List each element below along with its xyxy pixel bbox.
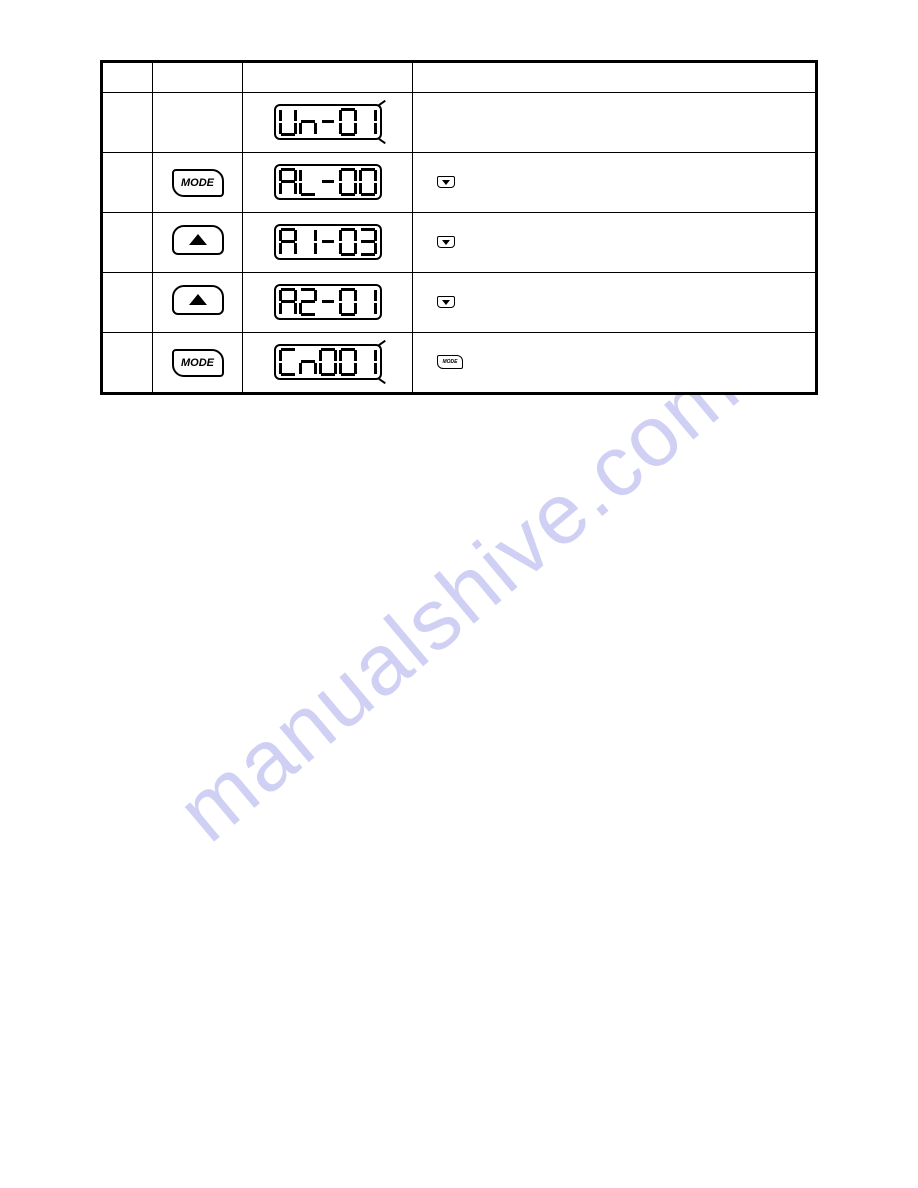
seg-0 (359, 168, 377, 196)
seg-n (299, 348, 317, 376)
key-cell (153, 93, 243, 153)
header-cell (413, 63, 816, 93)
arrow-down-icon (437, 296, 455, 308)
seg-1 (359, 108, 377, 136)
table-row: MODE (103, 153, 816, 213)
desc-cell (413, 273, 816, 333)
lcd-cell (243, 333, 413, 393)
header-cell (243, 63, 413, 93)
lcd-cell (243, 153, 413, 213)
seg-0 (319, 348, 337, 376)
lcd-display (274, 104, 382, 140)
seg-0 (339, 348, 357, 376)
seg-A (279, 228, 297, 256)
seg-dash (319, 168, 337, 196)
lcd-display (274, 164, 382, 200)
seg-3 (359, 228, 377, 256)
seg-dash (319, 108, 337, 136)
step-cell (103, 333, 153, 393)
seg-dash (319, 288, 337, 316)
table-row (103, 273, 816, 333)
seg-0 (339, 228, 357, 256)
step-cell (103, 273, 153, 333)
mode-icon-small: MODE (437, 355, 463, 369)
seg-0 (339, 168, 357, 196)
key-cell (153, 213, 243, 273)
key-cell: MODE (153, 333, 243, 393)
seg-C (279, 348, 297, 376)
arrow-down-icon (437, 236, 455, 248)
watermark-text: manualshive.com (159, 336, 758, 861)
table-row (103, 93, 816, 153)
lcd-cell (243, 93, 413, 153)
manual-table: MODE (100, 60, 818, 395)
seg-dash (319, 228, 337, 256)
lcd-display (274, 284, 382, 320)
key-cell (153, 273, 243, 333)
lcd-cell (243, 273, 413, 333)
lcd-display (274, 344, 382, 380)
desc-cell (413, 93, 816, 153)
seg-0 (339, 108, 357, 136)
desc-cell: MODE (413, 333, 816, 393)
mode-button-icon: MODE (172, 349, 224, 377)
arrow-up-button-icon (172, 225, 224, 255)
step-cell (103, 153, 153, 213)
seg-1 (359, 348, 377, 376)
seg-L (299, 168, 317, 196)
seg-0 (339, 288, 357, 316)
lcd-cell (243, 213, 413, 273)
desc-cell (413, 153, 816, 213)
step-cell (103, 213, 153, 273)
key-cell: MODE (153, 153, 243, 213)
desc-cell (413, 213, 816, 273)
seg-1 (299, 228, 317, 256)
table-header-row (103, 63, 816, 93)
table-row: MODE MODE (103, 333, 816, 393)
seg-A (279, 288, 297, 316)
mode-button-icon: MODE (172, 169, 224, 197)
lcd-display (274, 224, 382, 260)
step-cell (103, 93, 153, 153)
seg-2 (299, 288, 317, 316)
seg-n (299, 108, 317, 136)
arrow-down-icon (437, 176, 455, 188)
arrow-up-button-icon (172, 285, 224, 315)
header-cell (153, 63, 243, 93)
seg-A (279, 168, 297, 196)
table-row (103, 213, 816, 273)
seg-1 (359, 288, 377, 316)
seg-U (279, 108, 297, 136)
header-cell (103, 63, 153, 93)
